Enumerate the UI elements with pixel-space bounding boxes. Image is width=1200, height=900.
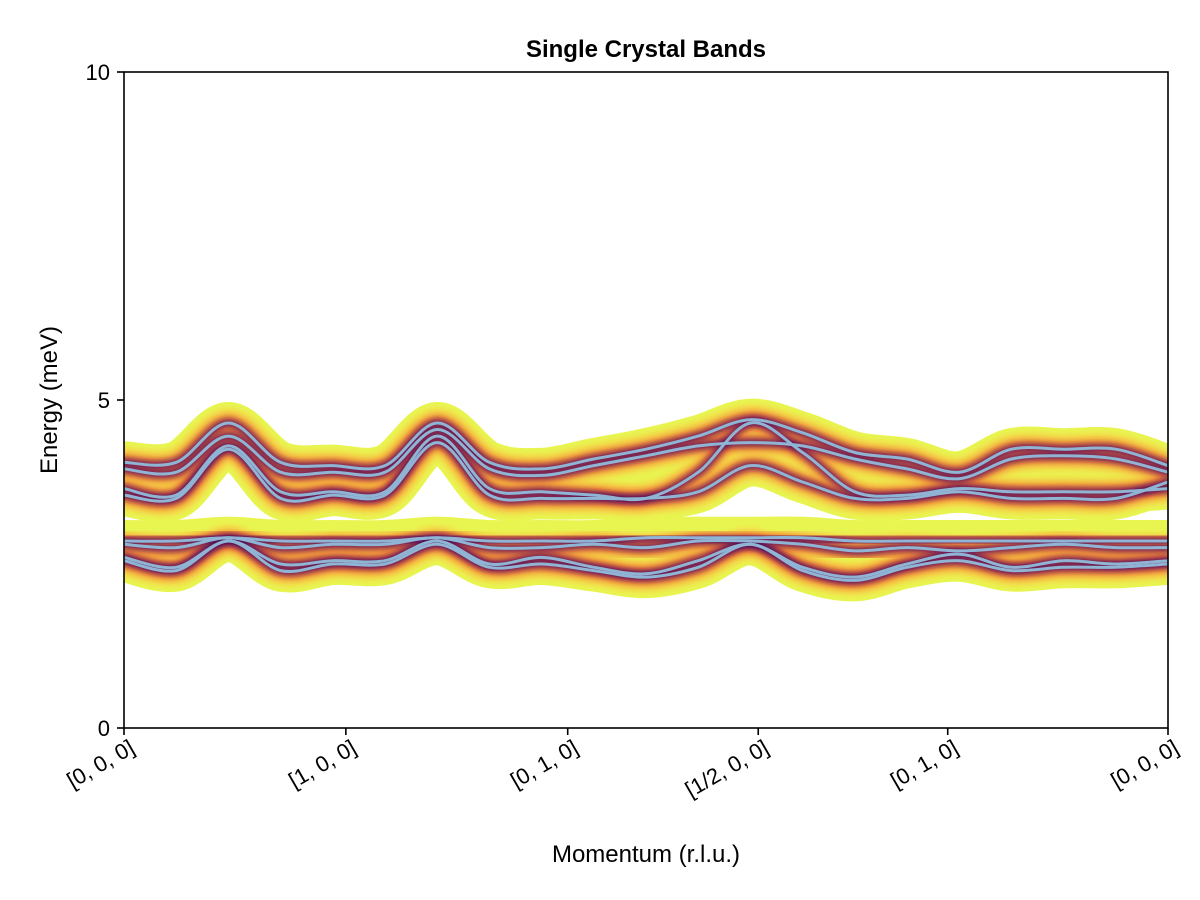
y-tick-label: 0 (98, 716, 110, 741)
y-axis-ticks: 0 5 10 (86, 60, 124, 741)
y-tick-label: 5 (98, 388, 110, 413)
x-tick-label: [1, 0, 0] (284, 735, 360, 793)
x-tick-label: [0, 0, 0] (1106, 735, 1182, 793)
x-tick-label: [0, 0, 0] (62, 735, 138, 793)
chart-title: Single Crystal Bands (526, 36, 766, 63)
band-line-0 (124, 418, 1168, 474)
band-line-1 (124, 427, 1168, 481)
x-axis-label: Momentum (r.l.u.) (552, 841, 740, 868)
x-tick-label: [1/2, 0, 0] (681, 735, 773, 803)
band-line-3 (124, 441, 1168, 503)
x-axis-ticks: [0, 0, 0] [1, 0, 0] [0, 1, 0] [1/2, 0, 0] [0… (62, 728, 1183, 803)
x-tick-label: [0, 1, 0] (886, 735, 962, 793)
band-line-7 (124, 539, 1168, 582)
y-tick-label: 10 (86, 60, 110, 85)
heatmap-layer (124, 398, 1168, 602)
y-axis-label: Energy (meV) (36, 326, 63, 474)
band-lines (124, 418, 1168, 582)
band-line-4 (124, 536, 1168, 543)
band-line-5 (124, 536, 1168, 553)
x-tick-label: [0, 1, 0] (506, 735, 582, 793)
plot-frame (123, 71, 1169, 729)
band-line-6 (124, 539, 1168, 579)
